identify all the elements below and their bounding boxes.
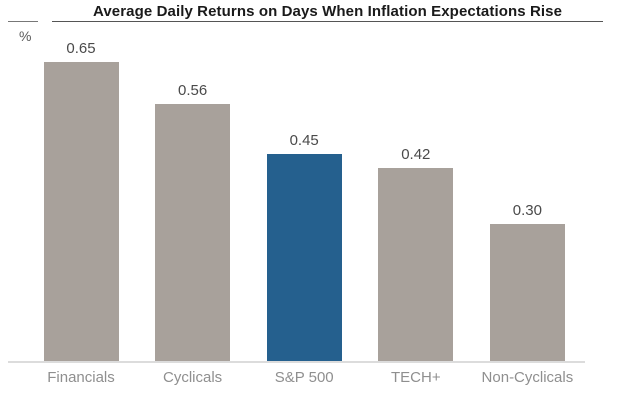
bar-non-cyclicals <box>489 224 565 362</box>
bar-value-label-s-p-500: 0.45 <box>289 132 319 149</box>
chart-title: Average Daily Returns on Days When Infla… <box>92 3 563 20</box>
y-axis-unit-label: % <box>19 28 32 44</box>
bar-value-label-financials: 0.65 <box>66 40 96 57</box>
bar-value-label-non-cyclicals: 0.30 <box>512 202 542 219</box>
bar-cyclicals <box>155 104 231 362</box>
bar-s-p-500 <box>266 154 342 362</box>
x-axis-line <box>8 361 585 363</box>
bar-financials <box>43 62 119 362</box>
x-axis-label-non-cyclicals: Non-Cyclicals <box>481 369 574 386</box>
top-left-tick-line <box>8 21 38 22</box>
x-axis-label-cyclicals: Cyclicals <box>163 369 223 386</box>
title-underline <box>52 21 603 22</box>
bar-value-label-tech: 0.42 <box>401 146 431 163</box>
bar-value-label-cyclicals: 0.56 <box>177 82 208 99</box>
x-axis-label-s-p-500: S&P 500 <box>274 369 334 386</box>
bar-tech <box>378 168 454 362</box>
x-axis-label-financials: Financials <box>47 369 115 386</box>
x-axis-label-tech: TECH+ <box>391 369 441 386</box>
